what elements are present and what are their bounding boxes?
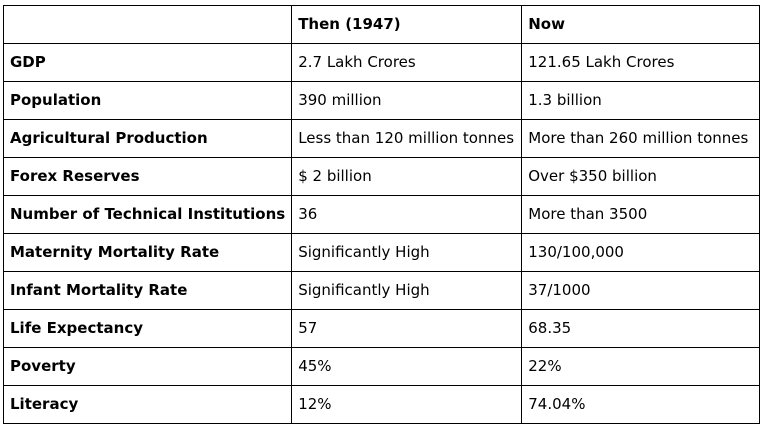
table-row: Forex Reserves $ 2 billion Over $350 bil… xyxy=(2,157,760,196)
cell-now: Over $350 billion xyxy=(521,157,760,196)
table-row: Maternity Mortality Rate Significantly H… xyxy=(2,233,760,272)
row-label: Life Expectancy xyxy=(2,309,293,348)
row-label: Infant Mortality Rate xyxy=(2,271,293,310)
header-cell-now: Now xyxy=(521,5,760,44)
table-row: Literacy 12% 74.04% xyxy=(2,385,760,424)
cell-now: 130/100,000 xyxy=(521,233,760,272)
comparison-table-container: Then (1947) Now GDP 2.7 Lakh Crores 121.… xyxy=(2,5,760,424)
row-label: Poverty xyxy=(2,347,293,386)
table-row: GDP 2.7 Lakh Crores 121.65 Lakh Crores xyxy=(2,43,760,82)
cell-then: 390 million xyxy=(291,81,523,120)
cell-then: $ 2 billion xyxy=(291,157,523,196)
row-label: Maternity Mortality Rate xyxy=(2,233,293,272)
row-label: Population xyxy=(2,81,293,120)
cell-then: 12% xyxy=(291,385,523,424)
table-row: Number of Technical Institutions 36 More… xyxy=(2,195,760,234)
cell-now: 22% xyxy=(521,347,760,386)
cell-now: More than 3500 xyxy=(521,195,760,234)
cell-then: 2.7 Lakh Crores xyxy=(291,43,523,82)
cell-now: 121.65 Lakh Crores xyxy=(521,43,760,82)
table-row: Infant Mortality Rate Significantly High… xyxy=(2,271,760,310)
row-label: GDP xyxy=(2,43,293,82)
cell-then: Significantly High xyxy=(291,271,523,310)
row-label: Number of Technical Institutions xyxy=(2,195,293,234)
cell-now: More than 260 million tonnes xyxy=(521,119,760,158)
cell-now: 74.04% xyxy=(521,385,760,424)
table-row: Agricultural Production Less than 120 mi… xyxy=(2,119,760,158)
cell-then: 45% xyxy=(291,347,523,386)
table-row: Population 390 million 1.3 billion xyxy=(2,81,760,120)
cell-now: 1.3 billion xyxy=(521,81,760,120)
row-label: Forex Reserves xyxy=(2,157,293,196)
table-row: Poverty 45% 22% xyxy=(2,347,760,386)
table-header-row: Then (1947) Now xyxy=(2,5,760,44)
row-label: Agricultural Production xyxy=(2,119,293,158)
header-cell-then: Then (1947) xyxy=(291,5,523,44)
cell-now: 37/1000 xyxy=(521,271,760,310)
cell-then: 36 xyxy=(291,195,523,234)
table-row: Life Expectancy 57 68.35 xyxy=(2,309,760,348)
comparison-table: Then (1947) Now GDP 2.7 Lakh Crores 121.… xyxy=(2,5,760,424)
cell-then: Significantly High xyxy=(291,233,523,272)
header-cell-empty xyxy=(2,5,293,44)
cell-then: 57 xyxy=(291,309,523,348)
cell-then: Less than 120 million tonnes xyxy=(291,119,523,158)
cell-now: 68.35 xyxy=(521,309,760,348)
row-label: Literacy xyxy=(2,385,293,424)
